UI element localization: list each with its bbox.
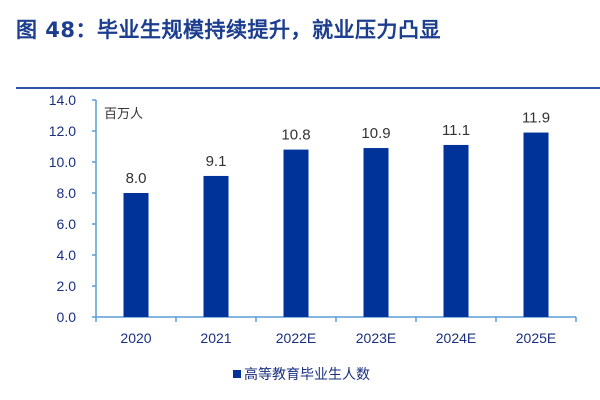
y-tick-label: 10.0 <box>49 154 76 170</box>
title-divider <box>16 87 600 89</box>
data-label: 10.8 <box>281 127 310 144</box>
y-tick-label: 2.0 <box>57 278 77 294</box>
y-tick-label: 4.0 <box>57 247 77 263</box>
data-label: 9.1 <box>206 153 227 170</box>
x-tick-label: 2022E <box>276 330 316 346</box>
bar <box>523 132 549 317</box>
bar <box>363 148 389 317</box>
y-tick-label: 12.0 <box>49 123 76 139</box>
legend-swatch <box>233 370 241 378</box>
bar <box>123 193 149 317</box>
x-tick-label: 2020 <box>120 330 151 346</box>
bar <box>283 149 309 317</box>
y-axis-unit: 百万人 <box>104 107 143 122</box>
bar <box>443 144 469 317</box>
data-label: 11.9 <box>522 110 550 127</box>
x-tick-label: 2024E <box>436 330 476 346</box>
data-label: 11.1 <box>442 122 470 139</box>
legend-label: 高等教育毕业生人数 <box>244 366 370 383</box>
bar <box>203 175 229 317</box>
data-label: 8.0 <box>126 170 147 187</box>
y-tick-label: 14.0 <box>49 92 76 108</box>
data-label: 10.9 <box>361 125 390 142</box>
figure-title: 图 48：毕业生规模持续提升，就业压力凸显 <box>16 18 442 42</box>
x-tick-label: 2023E <box>356 330 396 346</box>
y-tick-label: 8.0 <box>57 185 77 201</box>
x-tick-label: 2025E <box>516 330 556 346</box>
y-tick-label: 0.0 <box>57 309 77 325</box>
x-tick-label: 2021 <box>200 330 231 346</box>
y-tick-label: 6.0 <box>57 216 77 232</box>
